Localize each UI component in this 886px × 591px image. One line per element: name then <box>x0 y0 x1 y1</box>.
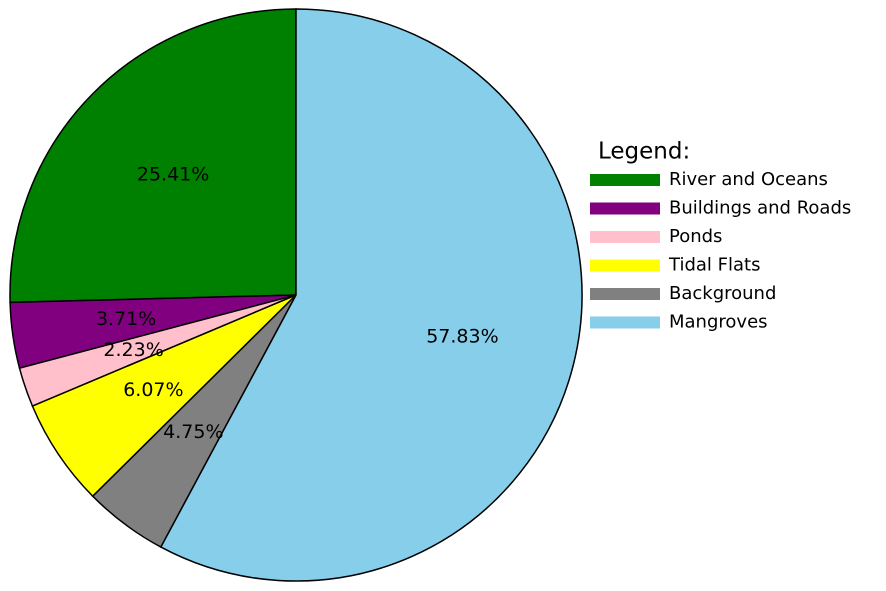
pie-slice <box>9 8 297 304</box>
data-label: 6.07% <box>123 379 183 401</box>
legend-title: Legend: <box>598 139 690 165</box>
data-label: 57.83% <box>426 325 498 347</box>
legend-swatch <box>590 259 660 272</box>
data-label: 4.75% <box>163 421 223 443</box>
legend-label: Buildings and Roads <box>669 198 851 219</box>
legend-swatch <box>590 202 660 215</box>
legend-swatch <box>590 316 660 329</box>
legend-swatch <box>590 231 660 243</box>
legend-label: Mangroves <box>669 312 768 333</box>
legend-label: Background <box>669 283 776 304</box>
data-label: 25.41% <box>137 164 209 186</box>
data-label: 3.71% <box>96 308 156 330</box>
legend-label: Ponds <box>669 226 722 247</box>
pie-slice <box>159 8 583 582</box>
data-label: 2.23% <box>103 339 163 361</box>
legend-swatch <box>590 174 660 186</box>
legend-label: Tidal Flats <box>668 255 760 276</box>
legend-swatch <box>590 288 660 300</box>
legend-label: River and Oceans <box>669 169 828 190</box>
